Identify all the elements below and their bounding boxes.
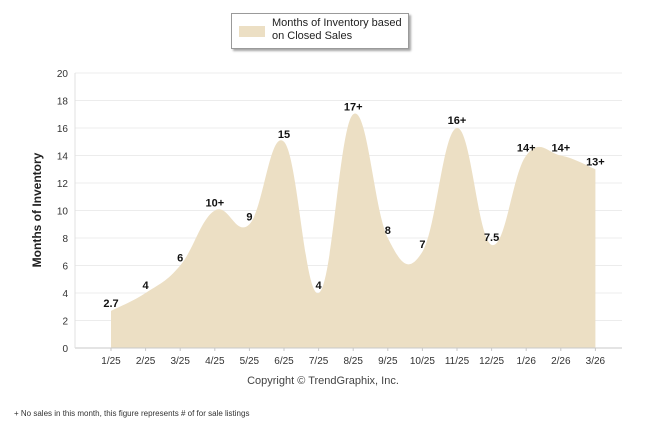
x-tick-labels: 1/25 2/25 3/25 4/25 5/25 6/25 7/25 8/25 9/25 10/2… <box>101 348 606 367</box>
y-tick-label: 0 <box>62 344 68 355</box>
axes <box>74 73 622 349</box>
x-tick-label: 6/25 <box>274 356 294 367</box>
data-labels: 2.7 4 6 10+ 9 15 4 17+ 8 7 16+ 7.5 14+ 14+ 13+ <box>103 101 604 310</box>
legend-swatch <box>239 26 265 37</box>
legend-label: Months of Inventory based on Closed Sale… <box>272 17 402 42</box>
x-tick-label: 3/26 <box>586 356 606 367</box>
x-tick-label: 2/26 <box>551 356 571 367</box>
x-tick-label: 10/25 <box>410 356 435 367</box>
x-tick-label: 4/25 <box>205 356 225 367</box>
y-tick-labels: 0 2 4 6 8 10 12 14 16 18 20 <box>57 69 69 355</box>
y-tick-label: 2 <box>62 317 68 328</box>
x-tick-label: 1/26 <box>516 356 536 367</box>
x-tick-label: 9/25 <box>378 356 398 367</box>
y-axis-title: Months of Inventory <box>30 152 44 267</box>
x-tick-label: 11/25 <box>445 356 470 367</box>
x-tick-label: 1/25 <box>101 356 121 367</box>
y-tick-label: 6 <box>62 262 68 273</box>
y-tick-label: 20 <box>57 69 69 80</box>
data-label: 16+ <box>448 115 467 127</box>
data-label: 14+ <box>517 143 536 155</box>
data-label: 2.7 <box>103 298 118 310</box>
y-tick-label: 14 <box>57 152 69 163</box>
y-tick-label: 12 <box>57 179 69 190</box>
y-tick-label: 10 <box>57 207 69 218</box>
data-label: 17+ <box>344 101 363 113</box>
data-label: 7 <box>419 239 425 251</box>
data-label: 14+ <box>551 143 570 155</box>
data-label: 10+ <box>205 198 224 210</box>
x-tick-label: 12/25 <box>479 356 504 367</box>
x-tick-label: 2/25 <box>136 356 156 367</box>
data-label: 7.5 <box>484 232 499 244</box>
x-tick-label: 8/25 <box>343 356 363 367</box>
data-label: 9 <box>246 211 252 223</box>
data-label: 4 <box>316 280 323 292</box>
area-series <box>111 113 596 349</box>
legend: Months of Inventory based on Closed Sale… <box>231 13 409 49</box>
data-label: 15 <box>278 129 290 141</box>
data-label: 13+ <box>586 156 605 168</box>
y-tick-label: 8 <box>62 234 68 245</box>
y-tick-label: 16 <box>57 124 69 135</box>
x-tick-label: 3/25 <box>170 356 190 367</box>
y-tick-label: 18 <box>57 97 69 108</box>
copyright: Copyright © TrendGraphix, Inc. <box>247 375 399 387</box>
x-tick-label: 7/25 <box>309 356 329 367</box>
x-tick-label: 5/25 <box>240 356 260 367</box>
y-tick-label: 4 <box>62 289 68 300</box>
data-label: 6 <box>177 253 183 265</box>
footnote: + No sales in this month, this figure re… <box>14 409 250 418</box>
data-label: 8 <box>385 225 391 237</box>
data-label: 4 <box>143 280 150 292</box>
